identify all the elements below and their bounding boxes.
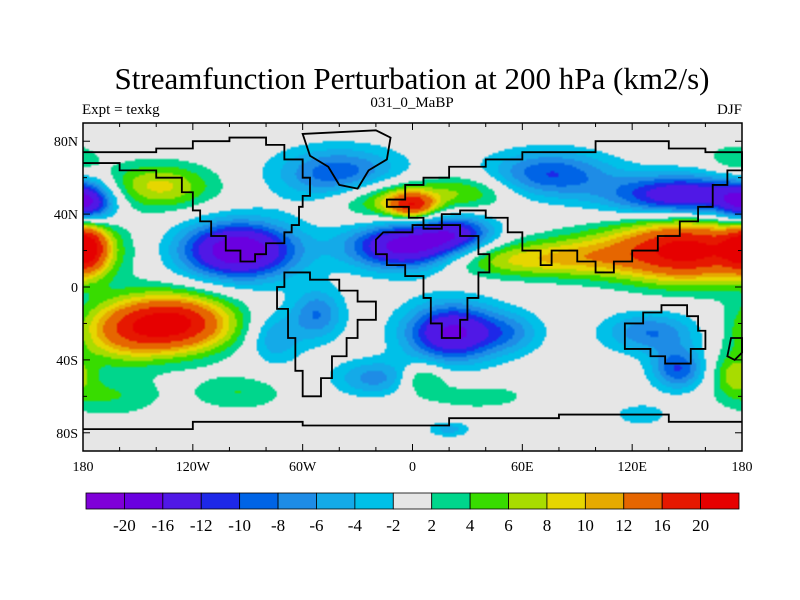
- coastline-south-america: [276, 271, 377, 398]
- x-tick-label: 180: [732, 460, 753, 475]
- colorbar-box: [277, 492, 317, 510]
- colorbar-label: -20: [113, 516, 136, 535]
- x-tick-label: 60W: [289, 460, 317, 475]
- colorbar-box: [316, 492, 356, 510]
- plot-area: [82, 122, 743, 452]
- y-tick-label: 40N: [54, 208, 78, 223]
- colorbar-label: 4: [466, 516, 475, 535]
- colorbar-box: [623, 492, 663, 510]
- coastline-new-zealand: [726, 337, 743, 361]
- coastline-antarctica: [83, 413, 743, 431]
- contour-field: [83, 123, 742, 451]
- coastline-north-america: [83, 136, 311, 263]
- colorbar-box: [85, 492, 125, 510]
- colorbar-label: 2: [427, 516, 436, 535]
- x-tick-label: 120W: [176, 460, 211, 475]
- colorbar-box: [661, 492, 701, 510]
- colorbar-box: [354, 492, 394, 510]
- colorbar-box: [124, 492, 164, 510]
- colorbar-label: 6: [504, 516, 513, 535]
- colorbar-box: [700, 492, 740, 510]
- y-tick-label: 80N: [54, 135, 78, 150]
- x-tick-label: 180: [73, 460, 94, 475]
- left-string: Expt = texkg: [82, 102, 160, 118]
- colorbar-label: -6: [309, 516, 323, 535]
- right-string: DJF: [717, 102, 742, 118]
- colorbar-label: -2: [386, 516, 400, 535]
- x-tick-label: 120E: [617, 460, 647, 475]
- colorbar-box: [584, 492, 625, 510]
- x-tick-label: 60E: [511, 460, 534, 475]
- colorbar-label: -16: [151, 516, 174, 535]
- colorbar-box: [200, 492, 241, 510]
- colorbar-box: [546, 492, 586, 510]
- coastline-eurasia: [385, 140, 743, 274]
- y-axis: 80N 40N 0 40S 80S: [54, 135, 742, 442]
- y-tick-label: 80S: [56, 427, 78, 442]
- x-axis: 180 120W 60W 0 60E 120E 180: [73, 123, 753, 475]
- chart-title: Streamfunction Perturbation at 200 hPa (…: [115, 61, 710, 96]
- colorbar-label: 20: [692, 516, 709, 535]
- coastlines: [83, 129, 743, 431]
- colorbar-label: -8: [271, 516, 285, 535]
- colorbar-label: 12: [615, 516, 632, 535]
- colorbar-box: [392, 492, 433, 510]
- y-tick-label: 0: [71, 281, 78, 296]
- colorbar-label: -12: [190, 516, 213, 535]
- colorbar-label: -4: [348, 516, 363, 535]
- colorbar-label: 10: [577, 516, 594, 535]
- coastline-australia: [623, 304, 707, 365]
- coastline-africa: [374, 224, 491, 339]
- colorbar-label: 8: [543, 516, 552, 535]
- x-tick-label: 0: [409, 460, 416, 475]
- colorbar-box: [239, 492, 279, 510]
- center-string: 031_0_MaBP: [370, 95, 453, 111]
- colorbar-box: [431, 492, 471, 510]
- colorbar-box: [162, 492, 202, 510]
- colorbar: -20 -16 -12 -10 -8 -6 -4 -2 2 4 6 8 10 12 16 20: [85, 492, 740, 535]
- colorbar-box: [508, 492, 548, 510]
- colorbar-label: 16: [654, 516, 671, 535]
- colorbar-box: [469, 492, 509, 510]
- y-tick-label: 40S: [56, 354, 78, 369]
- coastline-greenland: [301, 129, 392, 190]
- colorbar-label: -10: [228, 516, 251, 535]
